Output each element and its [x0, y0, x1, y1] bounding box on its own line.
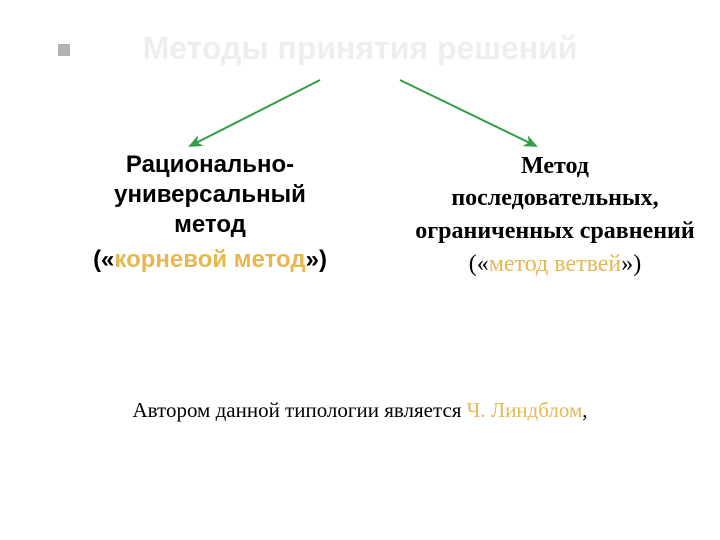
- right-sub-prefix: («: [469, 251, 489, 277]
- arrow-left: [190, 80, 320, 146]
- left-sub-prefix: («: [93, 246, 114, 273]
- page-title: Методы принятия решений: [0, 30, 720, 67]
- left-sub-suffix: »): [306, 246, 327, 273]
- left-method-title: Рационально- универсальный метод: [60, 150, 360, 240]
- right-sub-suffix: »): [621, 251, 641, 277]
- author-line: Автором данной типологии является Ч. Лин…: [0, 398, 720, 423]
- right-title-line-1: последовательных,: [451, 185, 658, 211]
- author-name: Ч. Линдблом: [467, 398, 583, 422]
- author-prefix: Автором данной типологии является: [132, 398, 466, 422]
- right-method-sub: («метод ветвей»): [405, 251, 705, 278]
- left-sub-highlight: корневой метод: [114, 246, 305, 273]
- left-title-line-0: Рационально-: [126, 151, 294, 178]
- title-text: Методы принятия решений: [143, 30, 578, 66]
- left-title-line-1: универсальный: [114, 181, 306, 208]
- arrow-right: [400, 80, 536, 146]
- right-sub-highlight: метод ветвей: [489, 251, 622, 277]
- right-title-line-2: ограниченных сравнений: [415, 218, 694, 244]
- author-suffix: ,: [582, 398, 587, 422]
- left-title-line-2: метод: [174, 211, 246, 238]
- right-method-title: Метод последовательных, ограниченных сра…: [405, 150, 705, 247]
- branch-left: Рационально- универсальный метод («корне…: [60, 150, 360, 274]
- right-title-line-0: Метод: [521, 153, 589, 179]
- left-method-sub: («корневой метод»): [60, 246, 360, 274]
- branch-right: Метод последовательных, ограниченных сра…: [405, 150, 705, 278]
